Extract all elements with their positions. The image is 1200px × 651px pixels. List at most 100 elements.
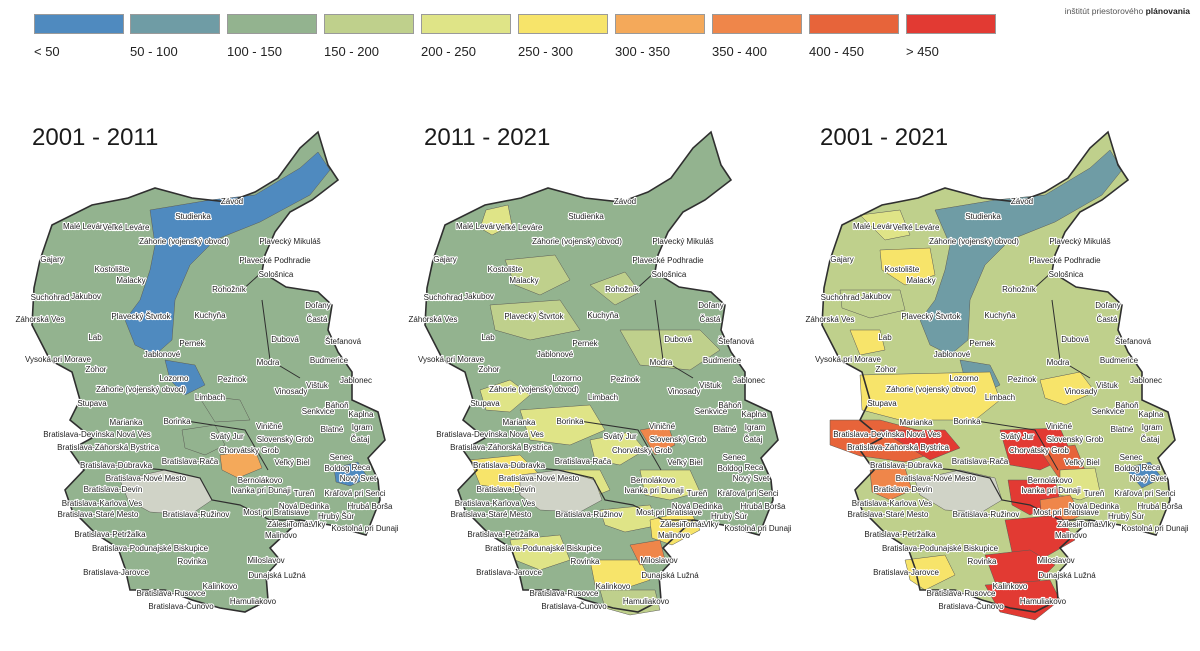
place-label: Vinosady bbox=[668, 387, 701, 396]
place-label: Tomášov bbox=[289, 520, 321, 529]
place-label: Malé Leváre bbox=[456, 222, 501, 231]
place-label: Zálesie bbox=[660, 520, 686, 529]
place-label: Tureň bbox=[1084, 489, 1105, 498]
place-label: Jablonové bbox=[934, 350, 971, 359]
map-2011-2021-region bbox=[424, 130, 779, 616]
place-label: Sološnica bbox=[259, 270, 294, 279]
legend-label: 300 - 350 bbox=[615, 44, 670, 59]
place-label: Nová Dedinka bbox=[1069, 502, 1120, 511]
place-label: Senkvice bbox=[302, 407, 335, 416]
district-border bbox=[109, 464, 300, 521]
place-label: Nový Svet bbox=[340, 474, 377, 483]
place-label: Bratislava-Čunovo bbox=[938, 602, 1004, 611]
place-label: Nová Dedinka bbox=[279, 502, 330, 511]
place-label: Veľký Biel bbox=[1064, 458, 1099, 467]
place-label: Budmerice bbox=[310, 356, 349, 365]
place-label: Pezinok bbox=[611, 375, 640, 384]
place-label: Bratislava-Staré Mesto bbox=[451, 510, 532, 519]
place-label: Limbach bbox=[588, 393, 618, 402]
place-label: Bratislava-Karlova Ves bbox=[852, 499, 932, 508]
place-label: Lozorno bbox=[553, 374, 582, 383]
place-label: Záhorie (vojenský obvod) bbox=[886, 385, 976, 394]
place-label: Budmerice bbox=[703, 356, 742, 365]
place-label: Dubová bbox=[1061, 335, 1089, 344]
place-label: Borinka bbox=[556, 417, 584, 426]
place-label: Bratislava-Jarovce bbox=[476, 568, 542, 577]
place-label: Bratislava-Čunovo bbox=[541, 602, 607, 611]
place-label: Sološnica bbox=[652, 270, 687, 279]
place-label: Slovenský Grob bbox=[257, 435, 314, 444]
legend-label: < 50 bbox=[34, 44, 60, 59]
place-label: Kráľová pri Senci bbox=[717, 489, 778, 498]
place-label: Záhorská Ves bbox=[409, 315, 458, 324]
place-label: Záhorská Ves bbox=[16, 315, 65, 324]
place-label: Malinovo bbox=[265, 531, 298, 540]
place-label: Vištuk bbox=[306, 381, 329, 390]
place-label: Veľké Leváre bbox=[893, 223, 940, 232]
district-border bbox=[899, 464, 1090, 521]
place-label: Blatné bbox=[321, 425, 344, 434]
place-label: Boldog bbox=[325, 464, 350, 473]
place-label: Bratislava-Čunovo bbox=[148, 602, 214, 611]
place-label: Modra bbox=[650, 358, 673, 367]
place-label: Senkvice bbox=[695, 407, 728, 416]
legend-swatch-200-250 bbox=[421, 14, 511, 34]
municipality-patch bbox=[919, 149, 1123, 356]
place-label: Bratislava-Staré Mesto bbox=[848, 510, 929, 519]
place-label: Jablonové bbox=[537, 350, 574, 359]
place-label: Rovinka bbox=[571, 557, 600, 566]
place-label: Igram bbox=[745, 423, 766, 432]
place-label: Chorvátsky Grob bbox=[219, 446, 280, 455]
district-border bbox=[179, 271, 301, 471]
place-label: Čataj bbox=[1141, 435, 1160, 444]
municipality-patch bbox=[589, 559, 651, 591]
municipality-patch bbox=[879, 429, 961, 461]
place-label: Malacky bbox=[116, 276, 145, 285]
place-label: Bernolákovo bbox=[1028, 476, 1073, 485]
place-label: Bratislava-Rusovce bbox=[137, 589, 206, 598]
place-label: Vysoká pri Morave bbox=[25, 355, 92, 364]
legend-label: 350 - 400 bbox=[712, 44, 767, 59]
place-label: Bratislava-Podunajské Biskupice bbox=[92, 544, 209, 553]
municipality-patch bbox=[589, 271, 641, 306]
place-label: Bratislava-Ružinov bbox=[953, 510, 1020, 519]
municipality-patch bbox=[181, 424, 226, 456]
place-label: Jablonec bbox=[733, 376, 765, 385]
place-label: Bratislava-Ružinov bbox=[163, 510, 230, 519]
place-label: Záhorie (vojenský obvod) bbox=[489, 385, 579, 394]
place-label: Jakubov bbox=[861, 292, 891, 301]
place-label: Lab bbox=[878, 333, 892, 342]
place-label: Rohožník bbox=[605, 285, 640, 294]
place-label: Bratislava-Dúbravka bbox=[473, 461, 546, 470]
municipality-patch bbox=[479, 204, 513, 236]
place-label: Modra bbox=[1047, 358, 1070, 367]
place-label: Modra bbox=[257, 358, 280, 367]
place-label: Kaplna bbox=[1139, 410, 1164, 419]
place-label: Gajary bbox=[40, 255, 64, 264]
place-label: Svätý Jur bbox=[1000, 432, 1034, 441]
place-label: Vysoká pri Morave bbox=[815, 355, 882, 364]
place-label: Zohor bbox=[86, 365, 107, 374]
municipality-patch bbox=[639, 469, 701, 501]
place-label: Pernek bbox=[969, 339, 995, 348]
place-label: Bratislava-Devín bbox=[874, 485, 933, 494]
place-label: Záhorie (vojenský obvod) bbox=[139, 237, 229, 246]
place-label: Kalinkovo bbox=[993, 582, 1028, 591]
place-label: Závod bbox=[221, 197, 243, 206]
place-label: Studienka bbox=[175, 212, 211, 221]
place-label: Závod bbox=[1011, 197, 1033, 206]
place-label: Slovenský Grob bbox=[650, 435, 707, 444]
map-2001-2011-region bbox=[31, 130, 386, 613]
place-label: Jakubov bbox=[71, 292, 101, 301]
place-label: Tureň bbox=[294, 489, 315, 498]
place-label: Bratislava-Rača bbox=[162, 457, 219, 466]
place-label: Borinka bbox=[163, 417, 191, 426]
place-label: Malacky bbox=[906, 276, 935, 285]
place-label: Záhorie (vojenský obvod) bbox=[929, 237, 1019, 246]
place-label: Lab bbox=[481, 333, 495, 342]
place-label: Viničné bbox=[256, 422, 283, 431]
place-label: Dunajská Lužná bbox=[641, 571, 699, 580]
place-label: Marianka bbox=[900, 418, 933, 427]
